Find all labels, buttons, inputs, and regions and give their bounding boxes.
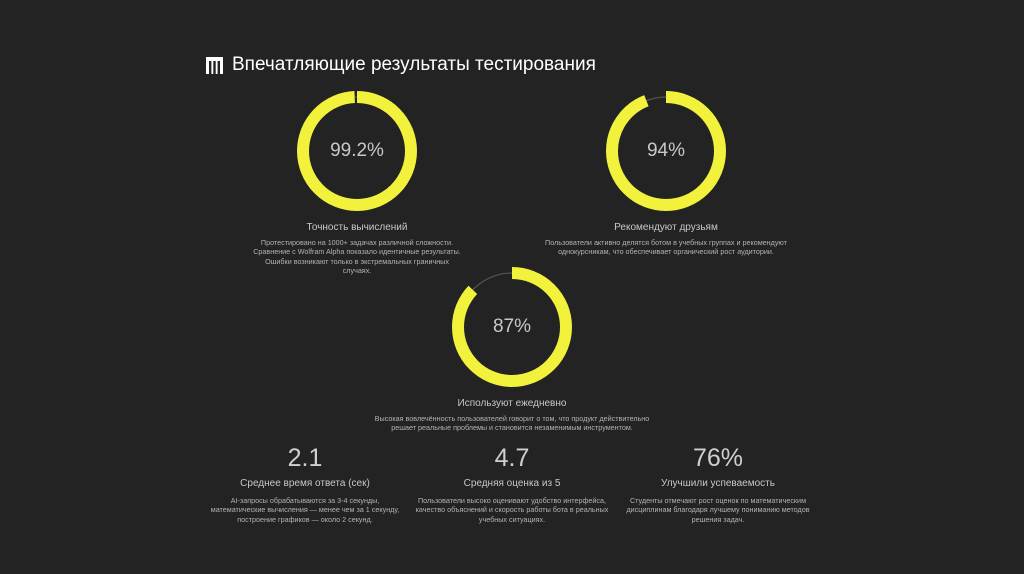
metric-label: Точность вычислений [306,222,408,233]
page-title: Впечатляющие результаты тестирования [232,54,596,75]
ring-value: 87% [492,316,532,337]
brand-logo-icon [206,56,223,74]
stat-rating: 4.7 Средняя оценка из 5 Пользователи выс… [406,444,618,524]
stat-value: 2.1 [287,444,323,472]
metric-description: Высокая вовлечённость пользователей гово… [374,414,650,433]
stat-label: Среднее время ответа (сек) [240,478,370,489]
ring-fill [297,91,417,211]
stat-description: Пользователи высоко оценивают удобство и… [415,496,609,524]
ring-fill [452,267,572,387]
metric-card-daily-use: 87% Используют ежедневно Высокая вовлечё… [357,264,667,433]
progress-ring-graphic [452,267,572,387]
metric-label: Используют ежедневно [457,398,567,409]
stat-value: 4.7 [494,444,530,472]
header: Впечатляющие результаты тестирования [206,54,596,76]
progress-ring: 94% [603,88,729,214]
ring-value: 99.2% [330,140,384,161]
stat-response-time: 2.1 Среднее время ответа (сек) AI-запрос… [205,444,405,524]
stat-value: 76% [692,444,744,472]
ring-fill [606,91,726,211]
metric-description: Пользователи активно делятся ботом в уче… [545,238,787,257]
stat-description: AI-запросы обрабатываются за 3-4 секунды… [210,496,400,524]
metric-card-recommend: 94% Рекомендуют друзьям Пользователи акт… [511,88,821,257]
stat-description: Студенты отмечают рост оценок по математ… [626,496,810,524]
metric-label: Рекомендуют друзьям [614,222,718,233]
stat-performance: 76% Улучшили успеваемость Студенты отмеч… [616,444,820,524]
progress-ring-graphic [297,91,417,211]
stat-label: Улучшили успеваемость [661,478,775,489]
progress-ring: 87% [449,264,575,390]
stat-label: Средняя оценка из 5 [463,478,561,489]
metric-description: Протестировано на 1000+ задачах различно… [253,238,461,275]
metric-card-accuracy: 99.2% Точность вычислений Протестировано… [202,88,512,275]
ring-value: 94% [646,140,686,161]
progress-ring-graphic [606,91,726,211]
progress-ring: 99.2% [294,88,420,214]
